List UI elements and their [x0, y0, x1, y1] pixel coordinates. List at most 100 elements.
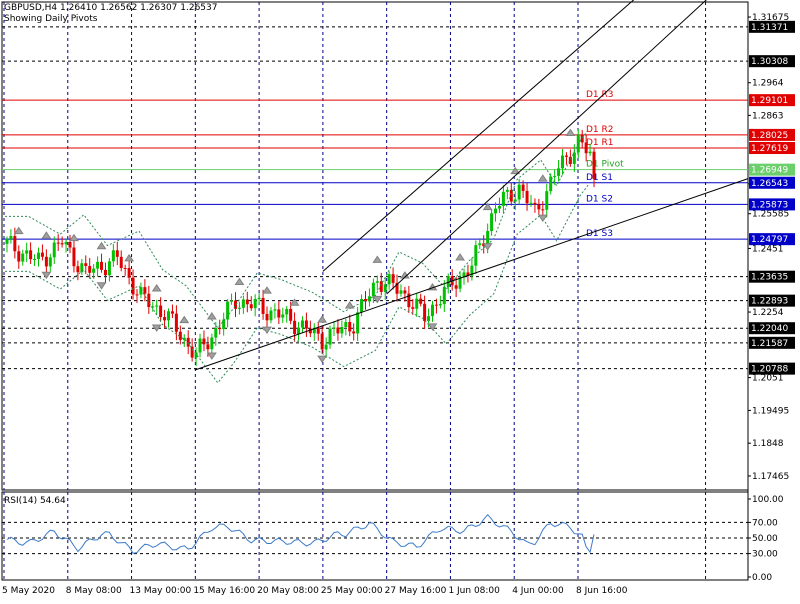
candle-body	[332, 327, 336, 329]
candle-body	[273, 309, 277, 311]
candle-body	[517, 184, 521, 200]
candle-body	[289, 308, 293, 321]
candle-body	[174, 313, 178, 332]
candle-body	[529, 202, 533, 204]
candle-body	[214, 328, 218, 338]
fractal-down-arrow	[151, 324, 162, 332]
candle-body	[537, 204, 541, 210]
candle-body	[592, 151, 596, 180]
candle-body	[340, 326, 344, 334]
candle-body	[308, 328, 312, 334]
candle-body	[320, 333, 324, 350]
x-tick-label: 25 May 00:00	[321, 586, 383, 596]
candle-body	[513, 199, 517, 202]
candle-body	[261, 297, 265, 314]
candle-body	[103, 269, 107, 276]
candle-body	[281, 314, 285, 318]
candle-body	[336, 327, 340, 334]
rsi-y-tick-label: 100.00	[752, 495, 784, 505]
fractal-down-arrow	[262, 326, 272, 335]
candle-body	[427, 316, 431, 322]
level-price-label: 1.25873	[751, 200, 788, 210]
candle-body	[119, 256, 123, 268]
trend-line	[195, 178, 749, 371]
y-tick-label: 1.25585	[752, 210, 789, 220]
fractal-down-arrow	[206, 352, 217, 360]
fractal-up-arrow	[455, 253, 466, 261]
candle-body	[364, 299, 368, 302]
candle-body	[316, 327, 320, 334]
x-tick-label: 8 Jun 16:00	[576, 586, 628, 596]
candle-body	[44, 256, 48, 267]
fractal-up-arrow	[234, 277, 245, 286]
candle-body	[407, 293, 411, 308]
candle-body	[501, 191, 505, 206]
candle-body	[549, 176, 553, 192]
candle-body	[198, 338, 202, 353]
candle-body	[277, 309, 281, 318]
fractal-up-arrow	[289, 298, 300, 306]
candle-body	[253, 299, 257, 309]
y-tick-label: 1.17465	[752, 472, 789, 482]
candle-body	[159, 305, 163, 318]
fractal-down-arrow	[427, 323, 438, 331]
candle-body	[344, 322, 348, 327]
candle-body	[533, 202, 537, 205]
candle-body	[411, 307, 415, 309]
candle-body	[383, 284, 387, 292]
level-price-tag	[749, 336, 795, 349]
candle-body	[423, 303, 427, 322]
candle-body	[403, 290, 407, 294]
pivot-label: D1 S3	[586, 229, 613, 239]
level-price-label: 1.21587	[751, 339, 788, 349]
fractal-up-arrow	[317, 315, 328, 323]
candle-body	[33, 258, 37, 260]
pivot-label: D1 Pivot	[586, 160, 624, 170]
candle-body	[470, 265, 474, 276]
fractal-up-arrow	[262, 286, 272, 294]
candle-body	[135, 294, 139, 296]
candle-body	[190, 346, 194, 358]
level-price-tag	[749, 362, 795, 375]
candle-body	[434, 304, 438, 306]
fractal-down-arrow	[537, 214, 548, 223]
candle-body	[249, 304, 253, 309]
candle-body	[438, 304, 442, 306]
fractal-up-arrow	[13, 226, 24, 235]
candle-body	[494, 208, 498, 214]
candle-body	[375, 281, 379, 283]
y-tick-label: 1.2051	[752, 374, 784, 384]
candle-body	[312, 327, 316, 334]
candle-body	[206, 344, 210, 350]
candle-body	[72, 247, 76, 267]
level-price-tag	[749, 128, 795, 141]
candle-body	[237, 307, 241, 309]
candle-body	[442, 286, 446, 305]
candle-body	[52, 242, 56, 258]
level-price-tag	[749, 322, 795, 335]
candle-body	[60, 243, 64, 245]
candle-body	[36, 252, 40, 259]
level-price-label: 1.24797	[751, 235, 788, 245]
level-price-tag	[749, 142, 795, 155]
level-price-label: 1.27619	[751, 144, 788, 154]
fractal-down-arrow	[482, 243, 493, 251]
candle-body	[482, 243, 486, 247]
pivot-label: D1 R2	[586, 125, 614, 135]
fractal-up-arrow	[124, 253, 135, 262]
candle-body	[257, 297, 261, 300]
level-price-label: 1.26949	[751, 166, 788, 176]
candle-body	[265, 313, 269, 321]
rsi-y-tick-label: 50.00	[752, 534, 778, 544]
candle-body	[80, 263, 84, 273]
candle-body	[48, 257, 52, 267]
candle-body	[387, 274, 391, 285]
candle-body	[13, 236, 17, 252]
level-price-tag	[749, 294, 795, 307]
candle-body	[29, 250, 33, 260]
level-price-tag	[749, 233, 795, 246]
y-tick-label: 1.2964	[752, 79, 784, 89]
candle-body	[304, 320, 308, 329]
